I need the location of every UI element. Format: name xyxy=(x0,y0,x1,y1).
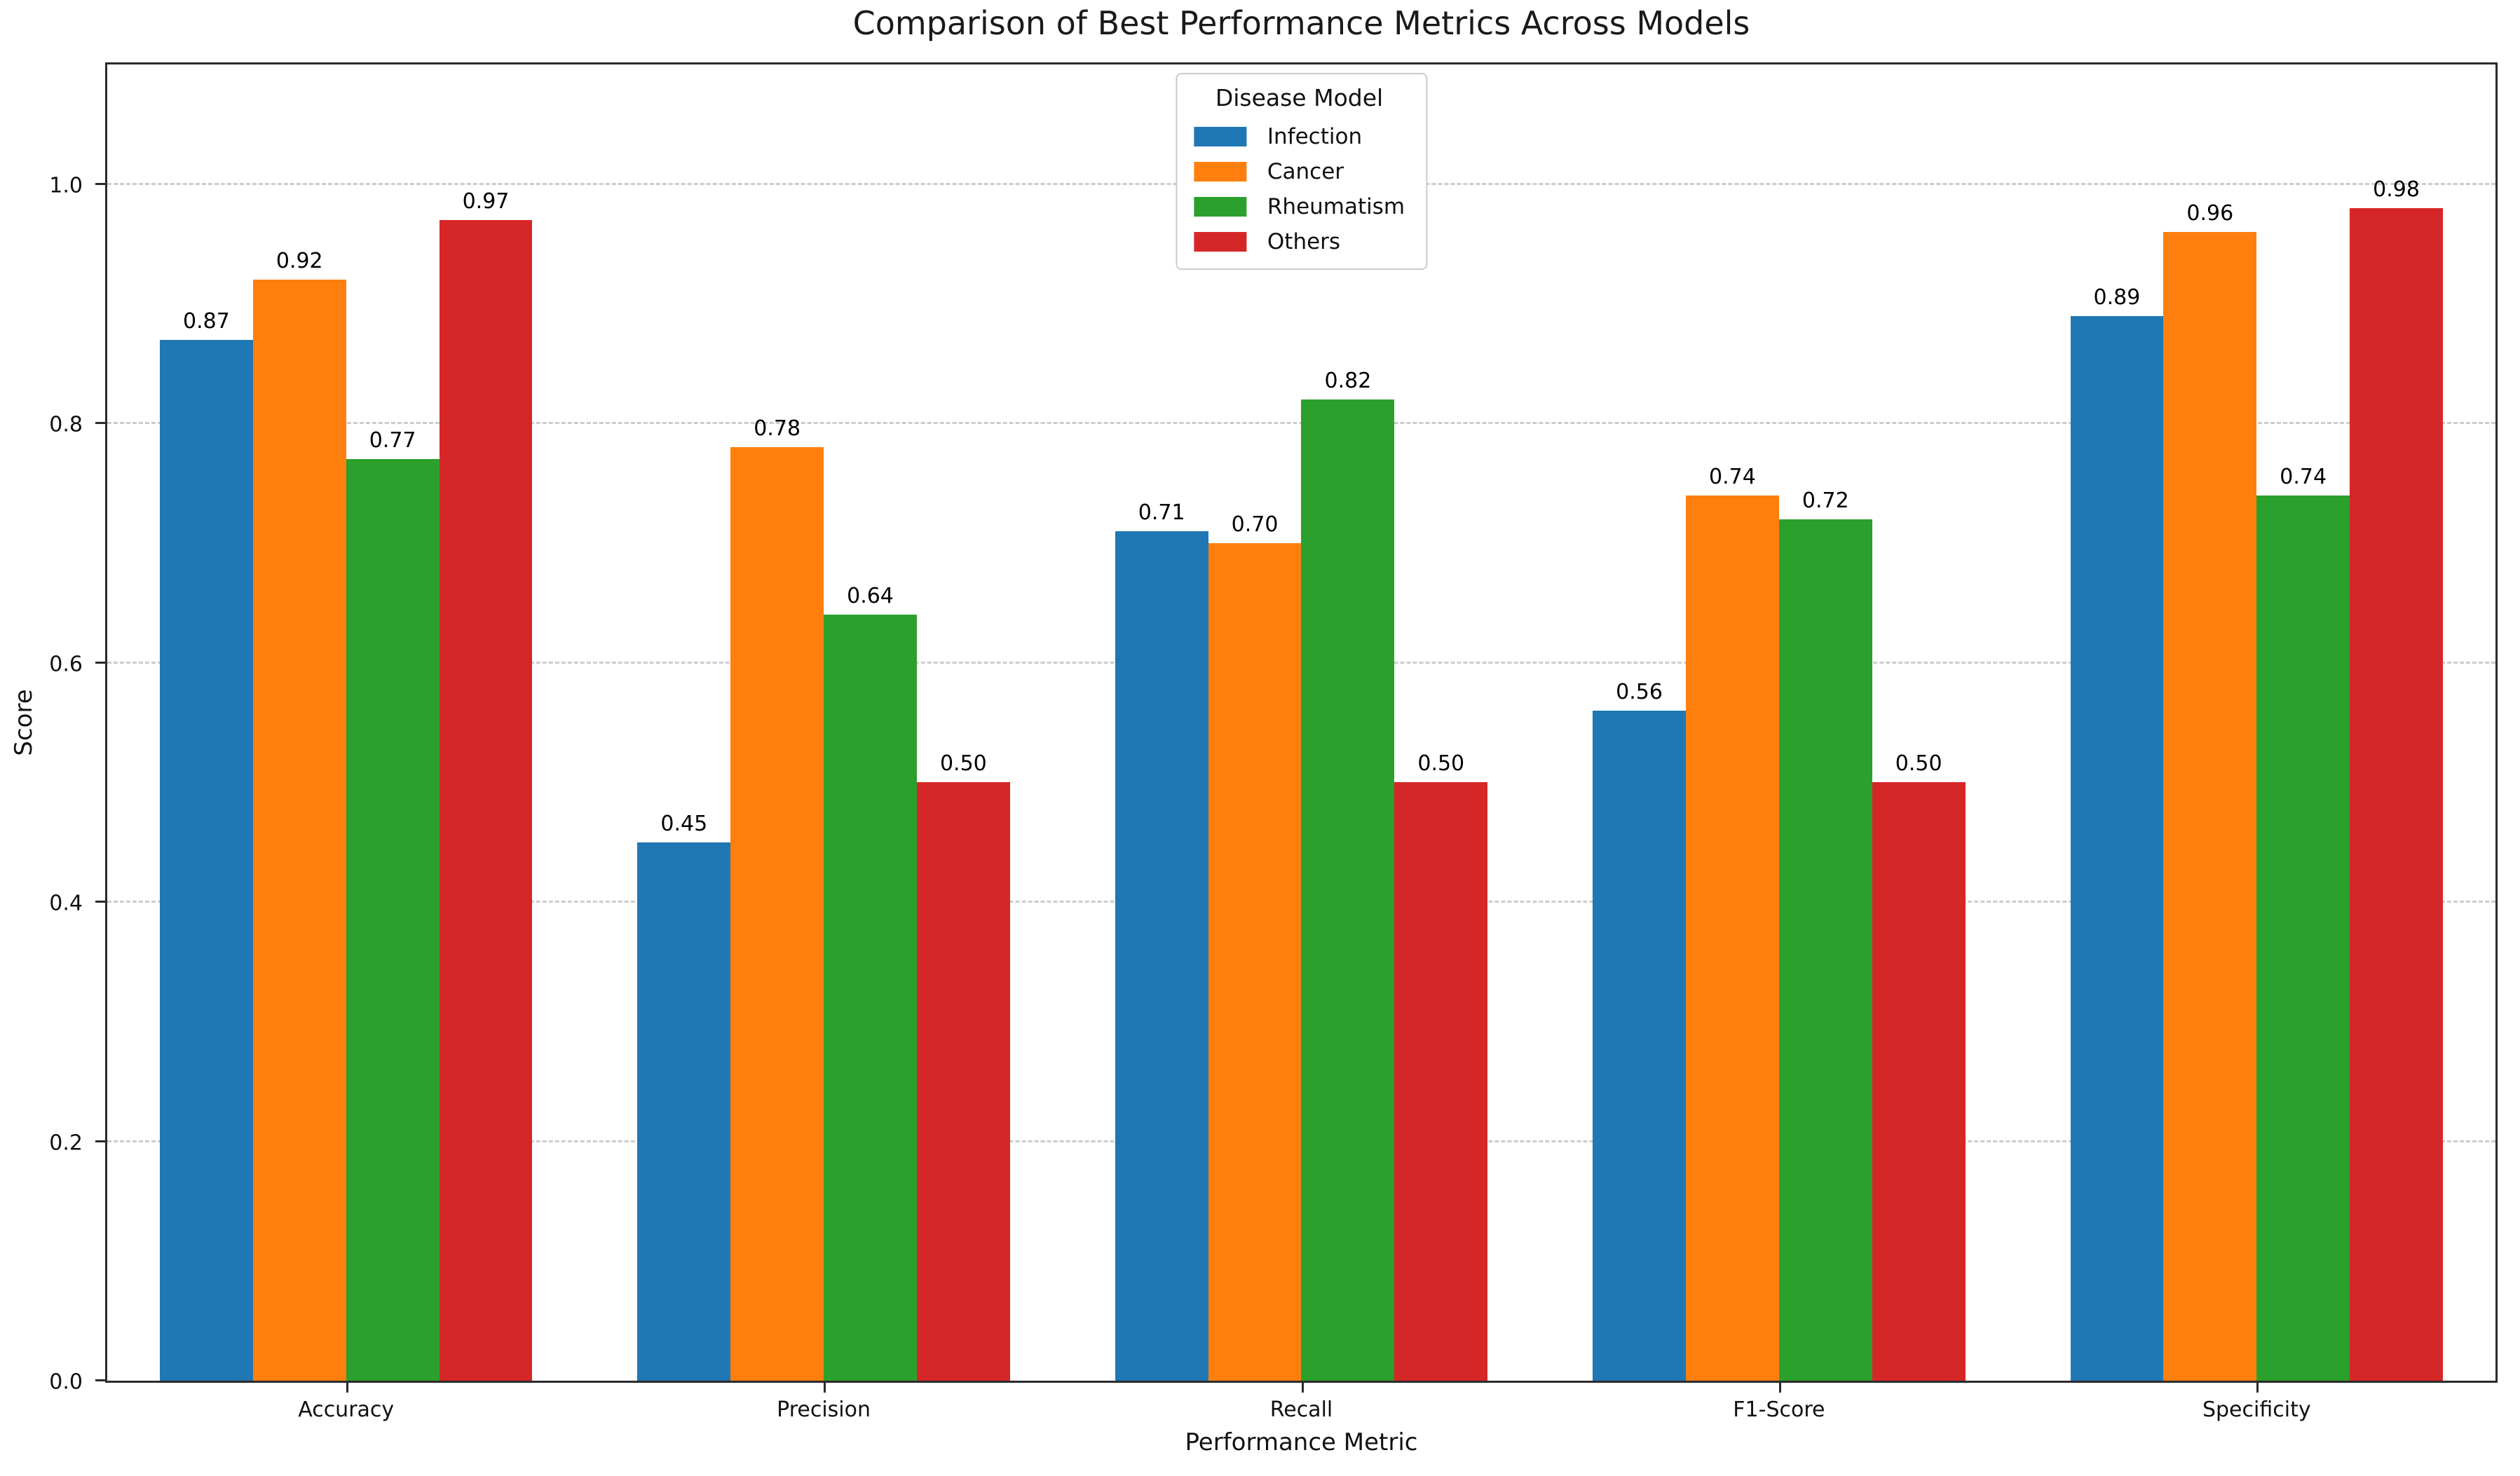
y-tick-label: 1.0 xyxy=(49,173,83,198)
legend-row-infection: Infection xyxy=(1193,124,1405,149)
x-tick-label-accuracy: Accuracy xyxy=(298,1398,395,1422)
x-tick-mark xyxy=(346,1383,348,1393)
legend-row-rheumatism: Rheumatism xyxy=(1193,194,1405,219)
x-tick-mark xyxy=(1778,1383,1781,1393)
bar-value-label: 0.45 xyxy=(660,811,708,836)
bar-value-label: 0.92 xyxy=(275,249,323,274)
bar-value-label: 0.74 xyxy=(2280,464,2327,489)
bar-cancer-accuracy: 0.92 xyxy=(252,249,346,1381)
legend-rows: Infection Cancer Rheumatism Others xyxy=(1193,124,1405,254)
bar-others-specificity: 0.98 xyxy=(2350,177,2443,1381)
legend-swatch-infection xyxy=(1193,127,1246,146)
bar-group-f1-score: 0.56 0.74 0.72 0.50 xyxy=(1540,64,2017,1381)
x-tick-label-recall: Recall xyxy=(1269,1398,1333,1422)
bar-value-label: 0.82 xyxy=(1324,369,1372,394)
bar-infection-f1-score: 0.56 xyxy=(1593,680,1686,1381)
bar-value-label: 0.64 xyxy=(847,584,894,609)
bar-infection-recall: 0.71 xyxy=(1115,500,1208,1381)
legend-row-cancer: Cancer xyxy=(1193,159,1405,184)
legend-row-others: Others xyxy=(1193,229,1405,254)
y-tick-mark xyxy=(95,182,105,185)
y-tick-label: 0.2 xyxy=(49,1130,83,1156)
bar-value-label: 0.97 xyxy=(462,189,510,214)
legend-swatch-others xyxy=(1193,232,1246,252)
legend-label-rheumatism: Rheumatism xyxy=(1267,194,1405,219)
x-axis-title: Performance Metric xyxy=(1185,1428,1418,1456)
legend-swatch-rheumatism xyxy=(1193,197,1246,217)
x-tick-mark xyxy=(1301,1383,1304,1393)
y-tick-label: 0.6 xyxy=(49,652,83,677)
bar-rheumatism-precision: 0.64 xyxy=(824,584,917,1381)
bar-group-accuracy: 0.87 0.92 0.77 0.97 xyxy=(107,64,585,1381)
bar-value-label: 0.98 xyxy=(2373,177,2420,202)
y-tick-mark xyxy=(95,422,105,425)
bar-value-label: 0.74 xyxy=(1709,464,1756,489)
legend-label-infection: Infection xyxy=(1267,124,1363,149)
bar-infection-precision: 0.45 xyxy=(637,812,731,1381)
x-tick-label-f1-score: F1-Score xyxy=(1733,1398,1825,1422)
x-tick-mark xyxy=(2256,1383,2259,1393)
y-tick-mark xyxy=(95,1140,105,1142)
bar-others-f1-score: 0.50 xyxy=(1872,751,1966,1381)
legend-swatch-cancer xyxy=(1193,162,1246,182)
bar-cancer-f1-score: 0.74 xyxy=(1686,465,1779,1381)
bar-value-label: 0.70 xyxy=(1231,512,1279,537)
bar-group-recall: 0.71 0.70 0.82 0.50 xyxy=(1063,64,1540,1381)
legend-title: Disease Model xyxy=(1215,84,1384,111)
bar-infection-specificity: 0.89 xyxy=(2070,285,2164,1381)
y-axis-title: Score xyxy=(10,689,38,756)
x-tick-mark xyxy=(824,1383,826,1393)
legend-label-others: Others xyxy=(1267,229,1341,254)
bar-value-label: 0.56 xyxy=(1616,679,1663,704)
bar-value-label: 0.71 xyxy=(1138,500,1185,525)
bars-layer: 0.87 0.92 0.77 0.97 0.45 0.78 0.64 0.50 0.71 0.70… xyxy=(107,64,2495,1381)
y-tick-label: 0.8 xyxy=(49,412,83,437)
bar-rheumatism-specificity: 0.74 xyxy=(2256,465,2350,1381)
bar-value-label: 0.50 xyxy=(939,751,987,777)
x-tick-label-precision: Precision xyxy=(777,1398,871,1422)
bar-others-accuracy: 0.97 xyxy=(439,189,533,1381)
y-tick-label: 0.4 xyxy=(49,891,83,916)
bar-value-label: 0.50 xyxy=(1895,751,1942,777)
x-tick-label-specificity: Specificity xyxy=(2202,1398,2311,1422)
bar-group-specificity: 0.89 0.96 0.74 0.98 xyxy=(2018,64,2495,1381)
legend: Disease Model Infection Cancer Rheumatism O… xyxy=(1175,73,1428,270)
bar-value-label: 0.78 xyxy=(754,416,801,442)
ticks-layer: 0.0 0.2 0.4 0.6 0.8 1.0 Accuracy Precision Recal… xyxy=(49,64,2495,1422)
bar-others-precision: 0.50 xyxy=(916,751,1010,1381)
bar-infection-accuracy: 0.87 xyxy=(159,309,253,1381)
bar-cancer-specificity: 0.96 xyxy=(2163,201,2257,1381)
y-tick-label: 0.0 xyxy=(49,1369,83,1395)
bar-value-label: 0.77 xyxy=(369,428,416,453)
y-tick-mark xyxy=(95,901,105,903)
chart-title: Comparison of Best Performance Metrics A… xyxy=(852,4,1750,42)
y-tick-mark xyxy=(95,1379,105,1381)
bar-value-label: 0.50 xyxy=(1417,751,1465,777)
bar-value-label: 0.87 xyxy=(182,308,230,334)
bar-rheumatism-f1-score: 0.72 xyxy=(1778,488,1872,1381)
bar-rheumatism-recall: 0.82 xyxy=(1301,369,1395,1381)
bar-group-precision: 0.45 0.78 0.64 0.50 xyxy=(585,64,1062,1381)
bar-cancer-recall: 0.70 xyxy=(1208,512,1302,1381)
bar-value-label: 0.89 xyxy=(2093,285,2141,310)
bar-rheumatism-accuracy: 0.77 xyxy=(346,428,440,1381)
bar-others-recall: 0.50 xyxy=(1394,751,1488,1381)
bar-value-label: 0.96 xyxy=(2186,201,2234,226)
bar-cancer-precision: 0.78 xyxy=(730,416,824,1381)
plot-area: 0.0 0.2 0.4 0.6 0.8 1.0 Accuracy Precision Recal… xyxy=(49,62,2498,1422)
y-tick-mark xyxy=(95,661,105,664)
legend-label-cancer: Cancer xyxy=(1267,159,1344,184)
bar-value-label: 0.72 xyxy=(1802,488,1849,513)
